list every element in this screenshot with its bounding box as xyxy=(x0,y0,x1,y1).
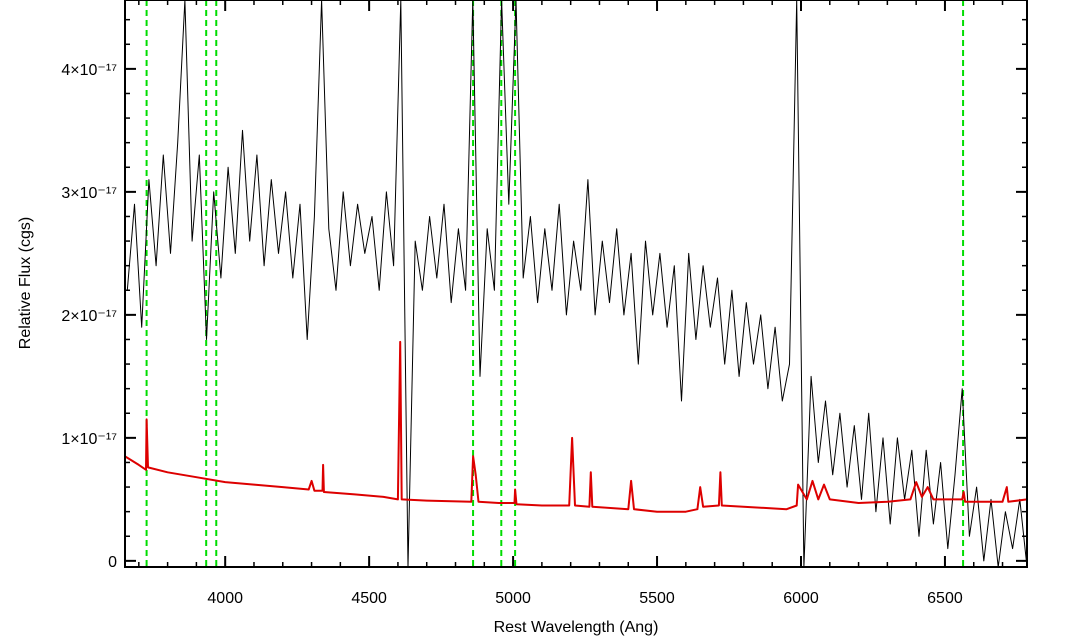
x-tick-label: 6000 xyxy=(783,590,819,607)
y-tick-label: 3×10⁻¹⁷ xyxy=(61,185,117,202)
x-tick-label: 5000 xyxy=(495,590,531,607)
x-tick-label: 4000 xyxy=(207,590,243,607)
x-tick-label: 6500 xyxy=(927,590,963,607)
y-tick-label: 4×10⁻¹⁷ xyxy=(61,62,117,79)
x-tick-label: 5500 xyxy=(639,590,675,607)
y-axis-title: Relative Flux (cgs) xyxy=(17,217,34,349)
spectrum-line xyxy=(126,0,1027,567)
plot-area xyxy=(125,0,1027,567)
plot-frame xyxy=(124,0,1028,568)
x-tick-label: 4500 xyxy=(351,590,387,607)
y-tick-label: 0 xyxy=(108,554,117,571)
x-axis-title: Rest Wavelength (Ang) xyxy=(494,619,659,636)
spectrum-line xyxy=(125,340,1027,513)
y-tick-label: 1×10⁻¹⁷ xyxy=(61,431,117,448)
y-tick-label: 2×10⁻¹⁷ xyxy=(61,308,117,325)
